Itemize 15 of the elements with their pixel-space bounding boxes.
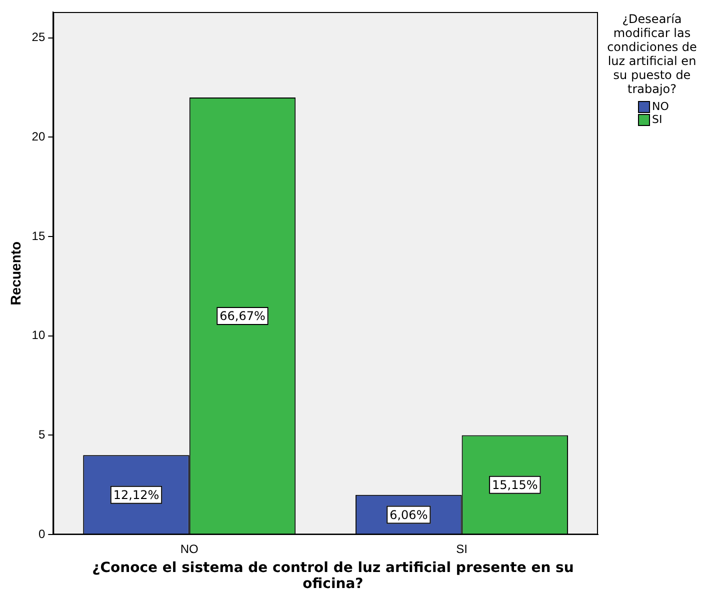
y-axis-title: Recuento	[7, 241, 24, 306]
annotation: 66,67%	[220, 309, 266, 324]
y-tick-label: 15	[32, 228, 46, 243]
annotation: 15,15%	[492, 478, 538, 492]
y-tick-label: 25	[32, 30, 46, 44]
x-axis-title: ¿Conoce el sistema de control de luz artificial presente en su oficina?	[91, 560, 575, 592]
y-tick-label: 5	[38, 428, 46, 442]
y-tick-label: 0	[38, 526, 46, 541]
annotation: 12,12%	[113, 488, 160, 502]
y-tick-label: 10	[32, 328, 46, 342]
legend-label: NO	[652, 100, 669, 113]
legend-label: SI	[652, 113, 662, 126]
y-tick-label: 20	[32, 130, 46, 144]
annotation: 6,06%	[390, 508, 428, 522]
legend-title: ¿Desearía modificar las condiciones de luz artificial en su puesto de trabajo?	[606, 12, 698, 96]
